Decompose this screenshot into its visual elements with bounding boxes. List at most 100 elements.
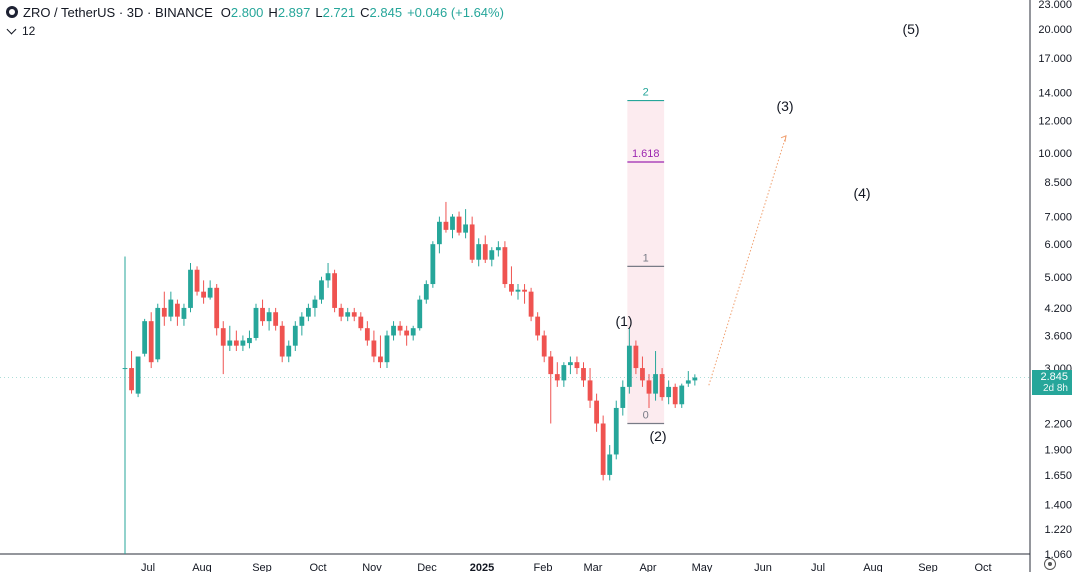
candle-body xyxy=(299,316,305,326)
low-value: 2.721 xyxy=(322,4,356,20)
y-tick-label: 23.000 xyxy=(1038,0,1072,11)
candle-body xyxy=(384,335,390,363)
candle-body xyxy=(279,325,285,357)
y-tick-label: 12.000 xyxy=(1038,115,1072,127)
chevron-down-icon[interactable] xyxy=(6,24,17,35)
candle-body xyxy=(522,289,527,292)
projection-arrow xyxy=(708,135,787,386)
fib-level-label: 1.618 xyxy=(632,148,660,160)
elliott-wave-label: (3) xyxy=(776,98,793,114)
candle-body xyxy=(194,269,200,292)
open-label: O xyxy=(220,4,231,20)
last-price-badge: 2.845 2d 8h xyxy=(1032,370,1072,395)
y-tick-label: 14.000 xyxy=(1038,88,1072,100)
indicator-toggle[interactable]: 12 xyxy=(6,24,35,38)
candle-body xyxy=(423,284,429,300)
candle-body xyxy=(548,356,554,375)
arrowhead-icon xyxy=(780,135,787,142)
candle-body xyxy=(653,374,658,394)
candle-body xyxy=(371,340,377,357)
elliott-wave-label: (5) xyxy=(902,21,919,37)
bar-countdown: 2d 8h xyxy=(1042,383,1068,394)
candle-body xyxy=(364,328,370,341)
high-value: 2.897 xyxy=(277,4,311,20)
x-tick-label: May xyxy=(692,562,713,572)
candle-body xyxy=(260,307,265,322)
candle-body xyxy=(306,307,311,317)
x-tick-label: Jul xyxy=(141,562,155,572)
candle-body xyxy=(633,345,639,369)
candle-body xyxy=(620,386,626,408)
y-tick-label: 10.000 xyxy=(1038,148,1072,160)
y-tick-label: 17.000 xyxy=(1038,53,1072,65)
y-tick-label: 1.650 xyxy=(1044,470,1072,482)
candle-body xyxy=(247,337,252,344)
candle-body xyxy=(175,303,180,317)
candle-body xyxy=(672,386,678,405)
candle-body xyxy=(161,307,167,317)
candle-body xyxy=(600,423,606,475)
elliott-wave-label: (2) xyxy=(649,428,666,444)
candle-body xyxy=(417,299,423,329)
candle-body xyxy=(437,221,442,245)
candle-body xyxy=(692,377,698,381)
candle-body xyxy=(685,380,691,384)
y-tick-label: 3.600 xyxy=(1044,330,1072,342)
candle-body xyxy=(358,316,364,329)
y-tick-label: 2.200 xyxy=(1044,418,1072,430)
last-price: 2.845 xyxy=(1040,371,1068,383)
candle-body xyxy=(515,289,521,292)
x-tick-label: Apr xyxy=(639,562,656,572)
candle-body xyxy=(594,400,599,424)
x-tick-label: Mar xyxy=(584,562,603,572)
candle-body xyxy=(561,365,567,381)
candle-body xyxy=(292,325,298,346)
candle-body xyxy=(227,340,233,346)
candle-body xyxy=(574,362,580,369)
x-tick-label: Dec xyxy=(417,562,437,572)
high-label: H xyxy=(268,4,278,20)
candle-body xyxy=(568,362,573,366)
fib-level-label: 1 xyxy=(643,252,649,264)
candle-body xyxy=(345,312,351,317)
fib-level-label: 2 xyxy=(643,87,649,99)
x-tick-label: Aug xyxy=(863,562,883,572)
candle-body xyxy=(122,368,128,370)
candle-body xyxy=(443,221,449,230)
candle-body xyxy=(482,244,488,260)
x-tick-label: Oct xyxy=(309,562,326,572)
candle-body xyxy=(450,216,455,230)
change-value: +0.046 (+1.64%) xyxy=(407,4,504,20)
x-tick-label: Jun xyxy=(754,562,772,572)
candle-body xyxy=(378,356,383,363)
x-tick-label: Oct xyxy=(974,562,991,572)
candle-body xyxy=(155,307,161,360)
y-tick-label: 6.000 xyxy=(1044,239,1072,251)
candle-body xyxy=(351,312,357,317)
y-tick-label: 7.000 xyxy=(1044,212,1072,224)
candle-body xyxy=(129,368,134,391)
candle-body xyxy=(240,340,246,346)
candle-body xyxy=(495,247,501,251)
candle-body xyxy=(554,374,560,381)
candle-body xyxy=(613,407,619,455)
fib-extension-zone xyxy=(627,100,665,424)
y-tick-label: 5.000 xyxy=(1044,272,1072,284)
candle-body xyxy=(181,307,187,319)
symbol-title[interactable]: ZRO / TetherUS · 3D · BINANCE xyxy=(23,4,213,20)
candle-body xyxy=(410,328,416,336)
x-tick-label: Feb xyxy=(534,562,553,572)
x-tick-label: Sep xyxy=(918,562,938,572)
gear-icon[interactable] xyxy=(1044,558,1056,570)
close-value: 2.845 xyxy=(369,4,403,20)
elliott-wave-label: (1) xyxy=(615,313,632,329)
x-tick-label: Sep xyxy=(252,562,272,572)
candle-body xyxy=(233,340,239,346)
candle-body xyxy=(509,284,514,292)
y-tick-label: 1.900 xyxy=(1044,445,1072,457)
candle-body xyxy=(502,247,508,285)
x-tick-label: 2025 xyxy=(470,562,494,572)
elliott-wave-label: (4) xyxy=(853,185,870,201)
candle-body xyxy=(476,244,482,260)
